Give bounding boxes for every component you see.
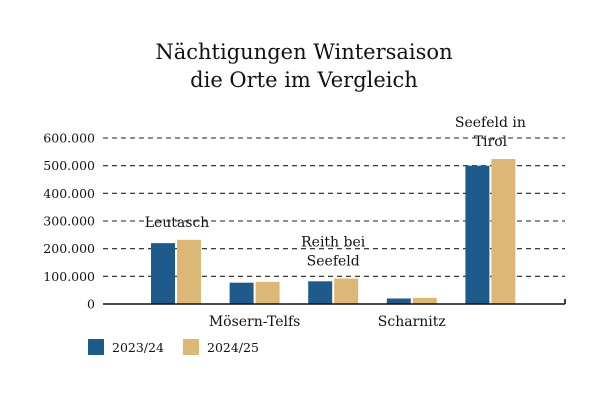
bar-2024-25-4: [491, 159, 516, 304]
category-label: Mösern-Telfs: [209, 314, 301, 330]
y-tick-label: 400.000: [43, 186, 95, 201]
legend-swatch: [88, 339, 104, 355]
y-tick-label: 500.000: [43, 158, 95, 173]
legend-swatch: [183, 339, 199, 355]
bar-2023-24-2: [308, 281, 333, 304]
chart-title-line: die Orte im Vergleich: [190, 68, 418, 92]
x-axis: [103, 299, 566, 305]
legend: 2023/24 2024/25: [88, 339, 259, 355]
bars: [151, 159, 516, 304]
category-label: Tirol: [474, 134, 508, 150]
bar-2023-24-4: [465, 165, 490, 304]
category-label: Leutasch: [145, 215, 210, 231]
chart-title: Nächtigungen Wintersaison die Orte im Ver…: [155, 40, 452, 92]
category-labels: Leutasch Mösern-Telfs Reith bei Seefeld Scha…: [145, 115, 526, 330]
bar-2023-24-3: [386, 298, 411, 304]
category-label: Scharnitz: [378, 314, 446, 330]
bar-2024-25-3: [412, 297, 437, 304]
bar-2024-25-2: [334, 278, 359, 304]
category-label: Seefeld in: [455, 115, 526, 131]
legend-label: 2023/24: [112, 340, 164, 355]
y-tick-label: 200.000: [43, 241, 95, 256]
y-tick-label: 600.000: [43, 131, 95, 146]
bar-2024-25-0: [177, 239, 201, 304]
y-tick-label: 0: [87, 297, 95, 312]
bar-2024-25-1: [255, 281, 280, 304]
bar-2023-24-1: [229, 282, 254, 304]
chart-title-line: Nächtigungen Wintersaison: [155, 40, 452, 64]
category-label: Reith bei: [301, 235, 366, 251]
y-axis-ticks: 0 100.000 200.000 300.000 400.000 500.000 600.…: [43, 131, 95, 312]
y-tick-label: 100.000: [43, 269, 95, 284]
legend-label: 2024/25: [207, 340, 259, 355]
bar-2023-24-0: [151, 243, 175, 304]
y-tick-label: 300.000: [43, 214, 95, 229]
category-label: Seefeld: [307, 254, 360, 270]
